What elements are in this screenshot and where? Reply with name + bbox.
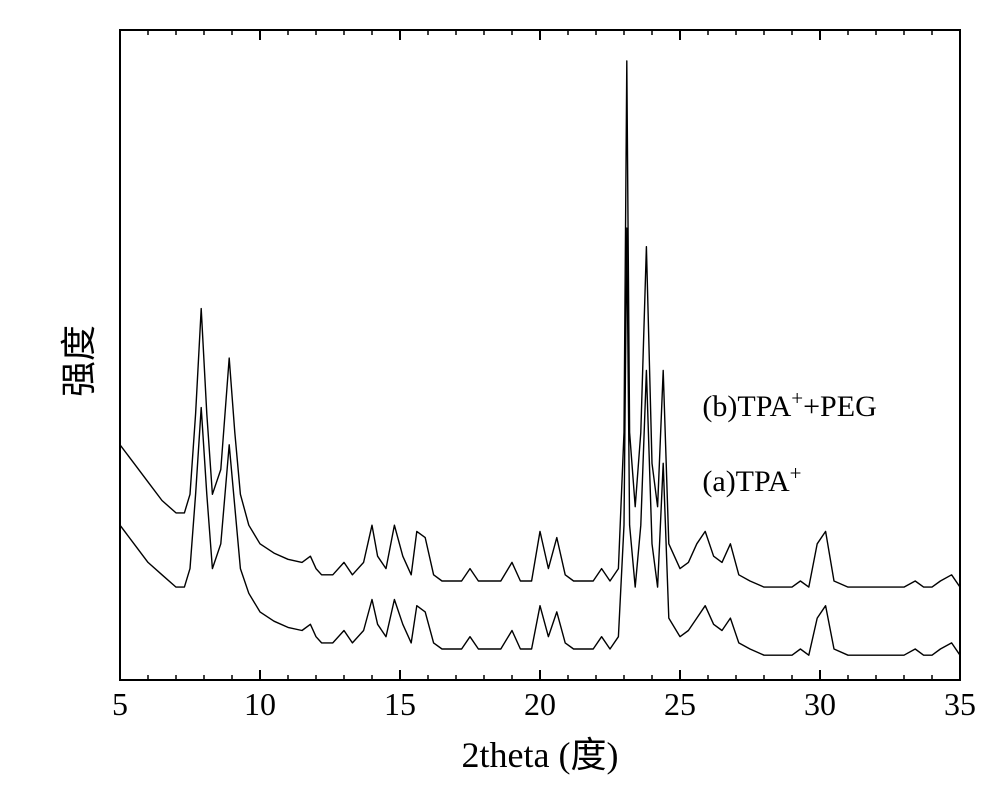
series-label-a: (a)TPA+ <box>702 461 801 499</box>
x-tick-label: 10 <box>240 686 280 723</box>
series-line-b <box>120 61 960 587</box>
x-tick-label: 15 <box>380 686 420 723</box>
x-tick-label: 25 <box>660 686 700 723</box>
x-tick-label: 5 <box>100 686 140 723</box>
y-axis-label: 强度 <box>50 325 102 397</box>
series-line-a <box>120 228 960 655</box>
x-axis-label: 2theta (度) <box>440 726 640 778</box>
x-tick-label: 30 <box>800 686 840 723</box>
series-label-b: (b)TPA++PEG <box>702 386 876 424</box>
x-tick-label: 20 <box>520 686 560 723</box>
x-tick-label: 35 <box>940 686 980 723</box>
plot-frame <box>120 30 960 680</box>
